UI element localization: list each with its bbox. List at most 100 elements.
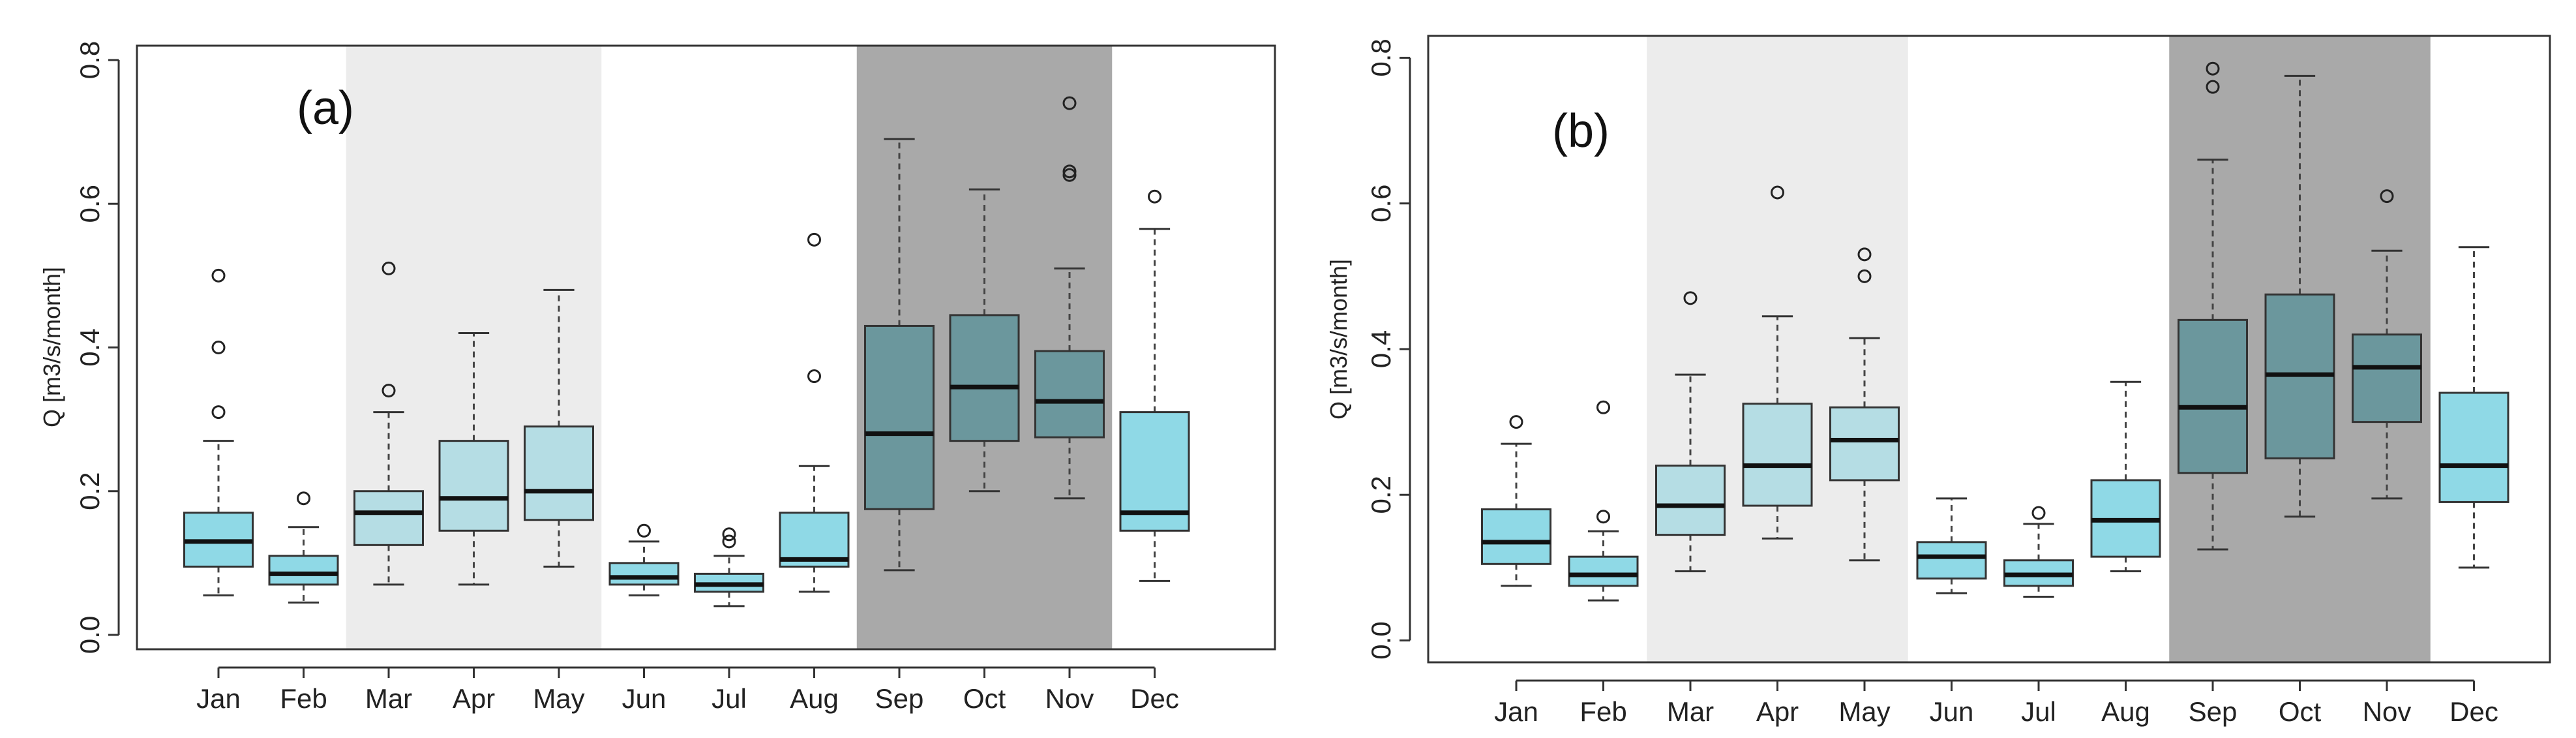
x-tick-label-feb: Feb: [1580, 696, 1626, 727]
x-tick-label-jan: Jan: [196, 683, 241, 714]
x-tick-label-mar: Mar: [365, 683, 412, 714]
outlier-point: [1509, 415, 1523, 429]
panel-a-box-jul: [694, 527, 764, 607]
outlier-point: [2380, 189, 2394, 204]
y-tick-label: 0.2: [1366, 476, 1396, 514]
outlier-point: [1062, 96, 1077, 110]
x-tick-label-jun: Jun: [1930, 696, 1974, 727]
x-tick-label-jan: Jan: [1494, 696, 1538, 727]
outlier-point: [297, 491, 310, 506]
panel-b-box-oct: [2264, 74, 2335, 518]
y-tick-label: 0.6: [1366, 185, 1396, 223]
outlier-point: [1596, 510, 1610, 524]
panel-a-x-axis: Jan Feb Mar Apr May Jun Jul Aug Sep Oct Nov Dec: [196, 666, 1179, 714]
panel-a-box-may: [524, 288, 594, 568]
x-tick-label-jun: Jun: [622, 683, 666, 714]
panel-a-box-jun: [608, 523, 680, 596]
panel-b-box-jun: [1916, 497, 1987, 594]
panel-a-y-axis-title: Q [m3/s/month]: [38, 267, 65, 427]
panel-b-box-mar: [1655, 291, 1726, 572]
outlier-point: [1596, 400, 1610, 414]
iqr-box: [608, 562, 680, 586]
panel-b-y-axis-title: Q [m3/s/month]: [1325, 259, 1352, 420]
panel-a-y-axis: 0.0 0.2 0.4 0.6 0.8: [74, 41, 120, 654]
outlier-point: [722, 527, 736, 542]
outlier-point: [807, 232, 821, 247]
outlier-point: [722, 534, 736, 549]
panel-a-box-aug: [779, 232, 850, 593]
iqr-box: [2438, 392, 2509, 503]
panel-b-box-aug: [2090, 380, 2161, 572]
panel-b-box-jan: [1481, 415, 1551, 587]
outlier-point: [1857, 247, 1872, 262]
panel-b-y-axis: 0.0 0.2 0.4 0.6 0.8: [1366, 38, 1411, 660]
iqr-box: [864, 324, 935, 510]
panel-b-frame: [1427, 35, 2551, 664]
panel-a-boxes: [183, 96, 1190, 607]
x-tick-label-apr: Apr: [453, 683, 495, 714]
panel-a-box-jan: [183, 268, 254, 596]
panel-a-box-nov: [1034, 96, 1105, 500]
iqr-box: [949, 314, 1020, 442]
panel-b-boxes: [1481, 61, 2509, 602]
outlier-point: [2031, 506, 2046, 520]
iqr-box: [268, 555, 339, 586]
y-tick-label: 0.4: [1366, 330, 1396, 368]
x-tick-label-apr: Apr: [1756, 696, 1799, 727]
outlier-point: [1062, 168, 1077, 182]
panel-a-label: (a): [297, 82, 354, 134]
y-tick-label: 0.6: [74, 185, 105, 223]
outlier-point: [1062, 164, 1077, 179]
outlier-point: [1857, 269, 1872, 283]
panel-b-box-jul: [2003, 506, 2074, 598]
panel-a-box-mar: [353, 261, 424, 586]
panel-a-shade-mar-may: [346, 46, 602, 649]
outlier-point: [211, 268, 226, 283]
outlier-point: [2206, 80, 2220, 94]
x-tick-label-oct: Oct: [963, 683, 1006, 714]
panel-a-frame: [136, 44, 1276, 651]
panel-b-x-axis: Jan Feb Mar Apr May Jun Jul Aug Sep Oct Nov Dec: [1494, 679, 2498, 727]
outlier-point: [211, 341, 226, 354]
iqr-box: [1916, 541, 1987, 580]
iqr-box: [353, 490, 424, 546]
iqr-box: [524, 425, 594, 521]
panel-a-box-dec: [1119, 189, 1190, 582]
panel-b-box-sep: [2178, 61, 2248, 551]
x-tick-label-dec: Dec: [1130, 683, 1179, 714]
x-tick-label-may: May: [533, 683, 584, 714]
x-tick-label-nov: Nov: [2363, 696, 2412, 727]
iqr-box: [1481, 508, 1551, 565]
panel-b-box-feb: [1568, 400, 1639, 602]
outlier-point: [1148, 189, 1161, 204]
iqr-box: [1655, 465, 1726, 536]
x-tick-label-mar: Mar: [1667, 696, 1714, 727]
iqr-box: [438, 440, 509, 532]
panel-a: 0.0 0.2 0.4 0.6 0.8 Jan Feb Mar Apr May Jun Jul Aug…: [38, 41, 1276, 714]
panel-a-box-sep: [864, 138, 935, 572]
panel-b-box-apr: [1742, 185, 1813, 540]
x-tick-label-dec: Dec: [2449, 696, 2498, 727]
outlier-point: [807, 369, 821, 384]
outlier-point: [211, 405, 226, 420]
x-tick-label-jul: Jul: [711, 683, 747, 714]
x-tick-label-aug: Aug: [2101, 696, 2150, 727]
iqr-box: [1829, 406, 1900, 482]
iqr-box: [1034, 350, 1105, 438]
panel-b-box-dec: [2438, 246, 2509, 569]
x-tick-label-jul: Jul: [2021, 696, 2056, 727]
iqr-box: [2352, 333, 2422, 423]
y-tick-label: 0.8: [1366, 38, 1396, 76]
panel-b-box-nov: [2352, 189, 2422, 500]
outlier-point: [637, 523, 651, 538]
panel-a-box-oct: [949, 188, 1020, 493]
panel-b-box-may: [1829, 247, 1900, 562]
y-tick-label: 0.0: [74, 616, 105, 654]
iqr-box: [1742, 403, 1813, 507]
panel-a-box-apr: [438, 331, 509, 586]
panel-a-box-feb: [268, 491, 339, 604]
x-tick-label-oct: Oct: [2279, 696, 2322, 727]
outlier-point: [382, 384, 396, 398]
outlier-point: [382, 261, 396, 275]
y-tick-label: 0.8: [74, 41, 105, 79]
